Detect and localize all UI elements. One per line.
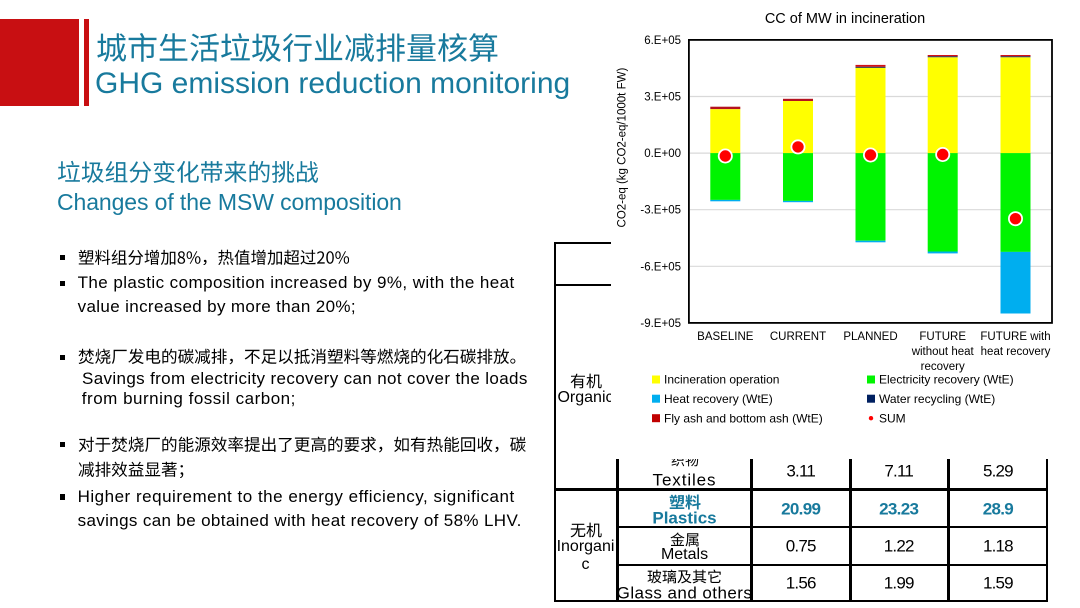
svg-text:FUTURE with: FUTURE with bbox=[980, 331, 1050, 343]
svg-text:Electricity recovery (WtE): Electricity recovery (WtE) bbox=[879, 373, 1014, 387]
svg-text:6.E+05: 6.E+05 bbox=[644, 35, 681, 47]
svg-text:-3.E+05: -3.E+05 bbox=[640, 205, 681, 217]
svg-text:without heat: without heat bbox=[911, 346, 975, 358]
svg-text:BASELINE: BASELINE bbox=[697, 331, 754, 343]
svg-text:3.E+05: 3.E+05 bbox=[644, 92, 681, 104]
svg-text:CO2-eq (kg CO2-eq/1000t FW): CO2-eq (kg CO2-eq/1000t FW) bbox=[617, 68, 629, 228]
svg-text:heat recovery: heat recovery bbox=[981, 346, 1051, 358]
svg-text:Incineration operation: Incineration operation bbox=[664, 373, 779, 387]
svg-text:PLANNED: PLANNED bbox=[843, 331, 897, 343]
svg-text:CURRENT: CURRENT bbox=[770, 331, 826, 343]
svg-text:Heat recovery (WtE): Heat recovery (WtE) bbox=[664, 392, 773, 406]
svg-text:CC of MW in incineration: CC of MW in incineration bbox=[765, 11, 925, 27]
svg-text:-6.E+05: -6.E+05 bbox=[640, 261, 681, 273]
svg-text:SUM: SUM bbox=[879, 411, 906, 425]
svg-text:Water recycling (WtE): Water recycling (WtE) bbox=[879, 392, 995, 406]
svg-text:FUTURE: FUTURE bbox=[919, 331, 966, 343]
svg-text:-9.E+05: -9.E+05 bbox=[640, 318, 681, 330]
svg-text:recovery: recovery bbox=[921, 361, 965, 373]
svg-text:0.E+00: 0.E+00 bbox=[644, 148, 681, 160]
svg-text:Fly ash and bottom ash (WtE): Fly ash and bottom ash (WtE) bbox=[664, 411, 823, 425]
